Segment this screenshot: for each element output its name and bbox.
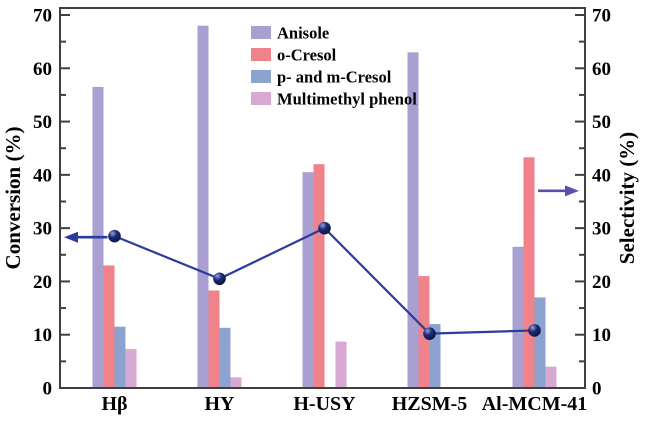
y-right-tick-label: 20 xyxy=(592,272,611,293)
bar-multimethyl-phenol-1 xyxy=(230,377,242,388)
legend-swatch xyxy=(251,48,271,61)
bar-p-and-m-cresol-0 xyxy=(114,326,126,388)
y-left-tick-label: 60 xyxy=(33,59,52,80)
y-left-tick-label: 40 xyxy=(33,165,52,186)
line-marker xyxy=(108,229,121,243)
y-left-tick-label: 50 xyxy=(33,112,52,133)
legend-label: p- and m-Cresol xyxy=(277,68,392,87)
y-left-tick-label: 30 xyxy=(33,219,52,240)
bar-anisole-1 xyxy=(197,25,209,389)
legend-label: o-Cresol xyxy=(277,46,337,65)
bar-o-cresol-2 xyxy=(313,164,325,388)
bar-o-cresol-4 xyxy=(523,157,535,388)
y-right-tick-label: 0 xyxy=(592,379,602,400)
bar-p-and-m-cresol-4 xyxy=(534,297,546,388)
line-marker xyxy=(318,221,331,235)
y-right-axis-title: Selectivity (%) xyxy=(615,132,639,264)
y-right-tick-label: 40 xyxy=(592,165,611,186)
bar-anisole-2 xyxy=(302,172,314,388)
x-tick-label: HY xyxy=(205,393,236,415)
left-arrow-head xyxy=(64,231,78,243)
legend-swatch xyxy=(251,92,271,105)
x-tick-label: HZSM-5 xyxy=(392,393,468,415)
bar-multimethyl-phenol-0 xyxy=(125,349,137,388)
y-right-tick-label: 60 xyxy=(592,59,611,80)
legend-swatch xyxy=(251,70,271,83)
y-left-tick-label: 0 xyxy=(43,379,53,400)
y-right-tick-label: 30 xyxy=(592,219,611,240)
y-left-tick-label: 70 xyxy=(33,6,52,27)
legend-label: Multimethyl phenol xyxy=(277,90,417,109)
bar-multimethyl-phenol-2 xyxy=(335,341,347,388)
line-marker xyxy=(423,327,436,340)
y-right-tick-label: 70 xyxy=(592,6,611,27)
plot-frame xyxy=(59,7,586,389)
bar-multimethyl-phenol-4 xyxy=(545,366,557,388)
bar-p-and-m-cresol-3 xyxy=(429,324,441,388)
bar-anisole-3 xyxy=(407,52,419,389)
bar-anisole-4 xyxy=(512,246,524,388)
legend-label: Anisole xyxy=(277,24,329,43)
y-right-tick-label: 10 xyxy=(592,325,611,346)
right-arrow-head xyxy=(565,185,579,197)
y-left-axis-title: Conversion (%) xyxy=(1,127,25,270)
y-right-tick-label: 50 xyxy=(592,112,611,133)
line-marker xyxy=(528,324,541,337)
bar-o-cresol-0 xyxy=(103,265,115,388)
x-tick-label: Hβ xyxy=(101,393,127,415)
line-marker xyxy=(213,272,226,286)
y-left-tick-label: 10 xyxy=(33,325,52,346)
x-tick-label: Al-MCM-41 xyxy=(482,393,588,415)
bar-p-and-m-cresol-1 xyxy=(219,327,231,388)
x-tick-label: H-USY xyxy=(293,393,356,415)
y-left-tick-label: 20 xyxy=(33,272,52,293)
legend-swatch xyxy=(251,26,271,39)
bar-o-cresol-1 xyxy=(208,290,220,388)
